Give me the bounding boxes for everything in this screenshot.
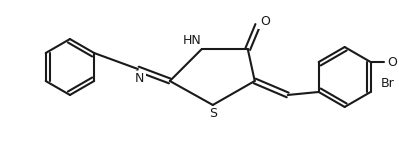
Text: N: N	[135, 72, 144, 86]
Text: Br: Br	[381, 77, 394, 91]
Text: HN: HN	[182, 34, 201, 47]
Text: S: S	[209, 107, 217, 120]
Text: O: O	[387, 56, 397, 69]
Text: O: O	[260, 15, 270, 27]
